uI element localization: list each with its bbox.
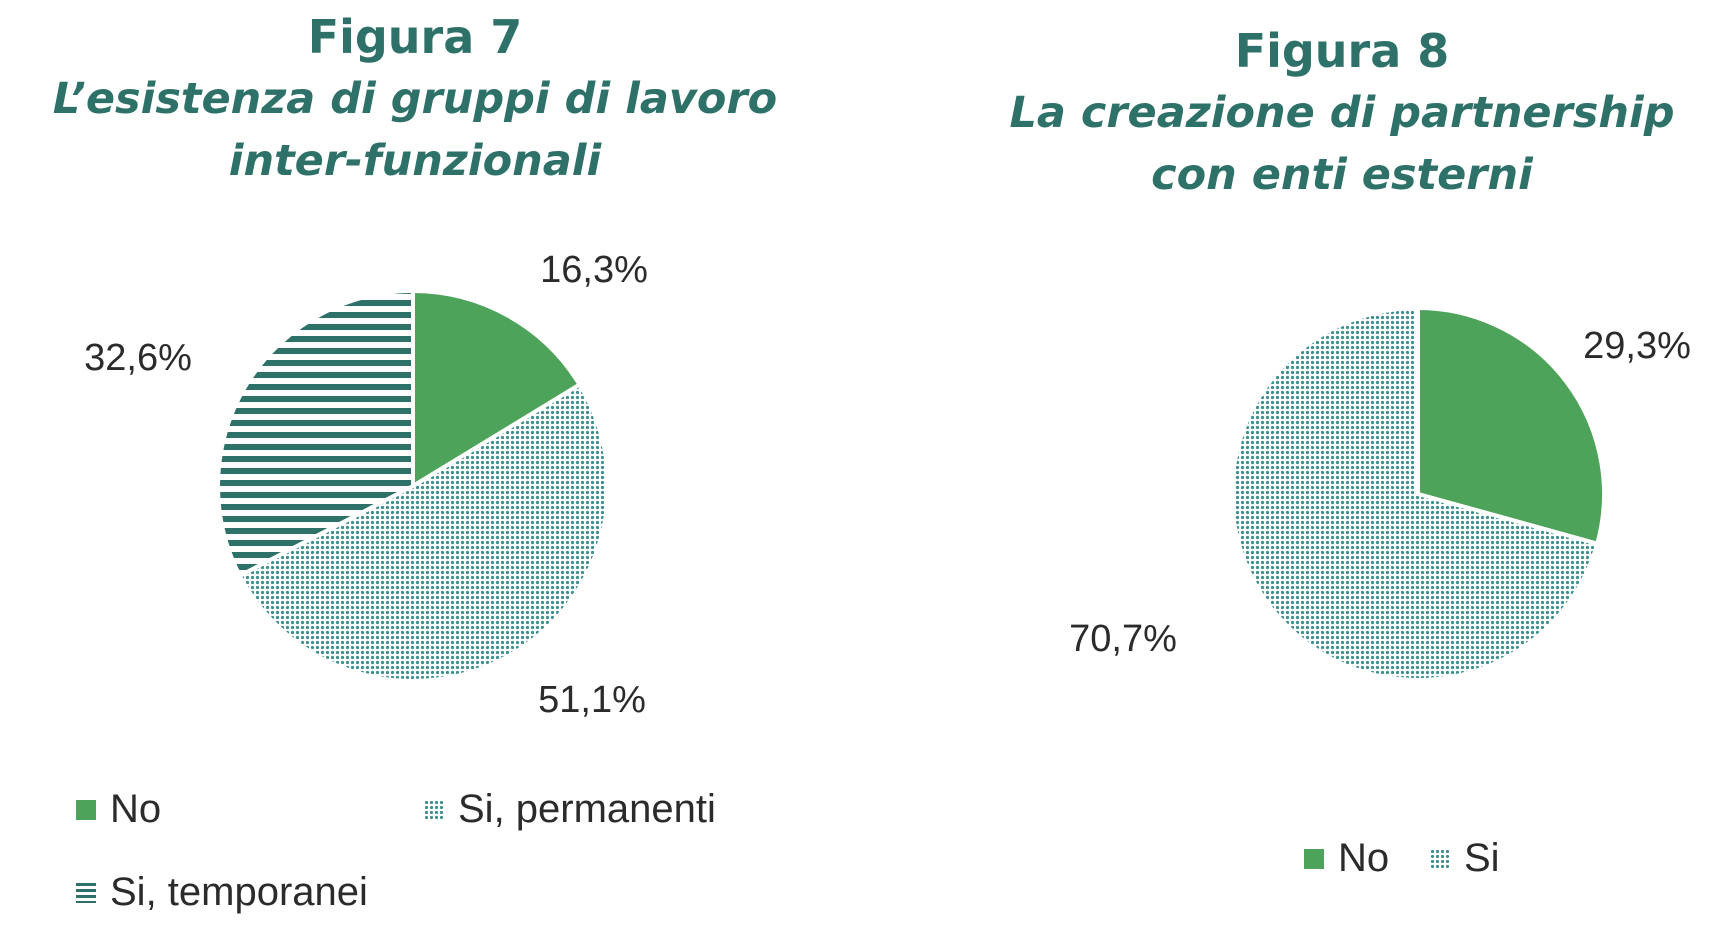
- legend-swatch-si-temporanei: [76, 882, 96, 903]
- legend-label: No: [1338, 836, 1390, 880]
- figure-subtitle-line2: inter-funzionali: [228, 136, 602, 186]
- pie-data-labels: 29,3% 70,7%: [1069, 325, 1691, 660]
- chart-title: Figura 7 L’esistenza di gruppi di lavoro…: [0, 6, 840, 192]
- figure-number: Figura 7: [307, 10, 523, 64]
- legend-swatch-no: [76, 799, 96, 820]
- figure-number: Figura 8: [1234, 24, 1450, 78]
- figure-subtitle-line1: La creazione di partnership: [1009, 88, 1675, 138]
- legend-swatch-si: [1430, 848, 1450, 869]
- legend-swatch-no: [1304, 848, 1324, 869]
- pie-slices: [1230, 306, 1606, 682]
- legend-item-si-permanenti: Si, permanenti: [424, 787, 716, 832]
- legend-label: Si, permanenti: [458, 787, 716, 831]
- legend-label: No: [110, 787, 162, 831]
- pie-slices: [216, 289, 610, 683]
- pie-slice-si-permanenti: [237, 382, 610, 683]
- chart-figura-7: Figura 7 L’esistenza di gruppi di lavoro…: [0, 0, 840, 944]
- figure-subtitle-line1: L’esistenza di gruppi di lavoro: [52, 74, 778, 124]
- chart-figura-8: Figura 8 La creazione di partnership con…: [960, 0, 1716, 944]
- legend-item-no: No: [1304, 836, 1389, 881]
- legend-item-no: No: [76, 787, 161, 832]
- chart-title: Figura 8 La creazione di partnership con…: [968, 20, 1716, 206]
- figure-subtitle-line2: con enti esterni: [1151, 150, 1533, 200]
- pie-slice-no: [411, 289, 582, 488]
- pie-chart: 29,3% 70,7%: [1069, 306, 1691, 682]
- chart-legend: No Si, permanenti Si, temporanei: [0, 0, 840, 944]
- legend-swatch-si-permanenti: [424, 799, 444, 820]
- legend-item-si: Si: [1430, 836, 1500, 881]
- legend-label: Si: [1464, 836, 1500, 880]
- chart-legend: No Si: [960, 0, 1716, 944]
- legend-item-si-temporanei: Si, temporanei: [76, 870, 368, 915]
- legend-label: Si, temporanei: [110, 870, 368, 914]
- pie-chart: 16,3% 51,1% 32,6%: [84, 249, 648, 721]
- data-label: 29,3%: [1583, 325, 1691, 367]
- pie-slice-si-temporanei: [216, 289, 415, 578]
- data-label: 51,1%: [538, 679, 646, 721]
- pie-data-labels: 16,3% 51,1% 32,6%: [84, 249, 648, 721]
- data-label: 32,6%: [84, 337, 192, 379]
- pie-slice-no: [1416, 306, 1606, 546]
- data-label: 70,7%: [1069, 618, 1177, 660]
- pie-slice-si: [1230, 306, 1600, 682]
- data-label: 16,3%: [540, 249, 648, 291]
